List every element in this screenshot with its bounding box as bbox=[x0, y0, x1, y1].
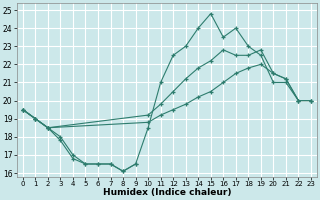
X-axis label: Humidex (Indice chaleur): Humidex (Indice chaleur) bbox=[103, 188, 231, 197]
